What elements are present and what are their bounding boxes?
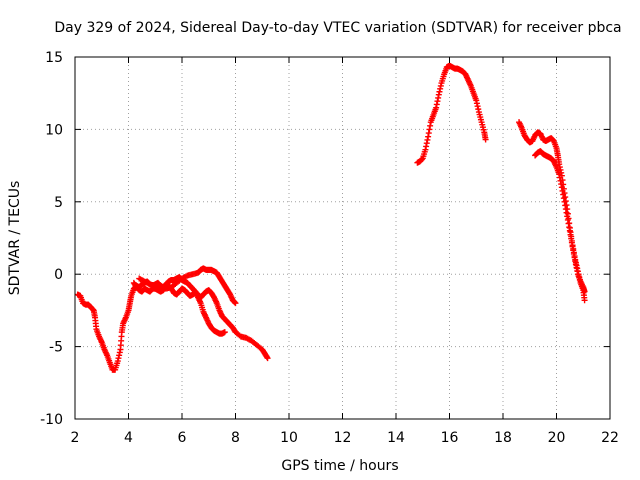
x-tick-label: 8 [231,430,240,446]
data-point [264,355,271,362]
data-points [74,62,588,373]
data-point [482,136,489,143]
x-tick-label: 6 [178,430,187,446]
series-segment-6 [532,148,588,295]
x-tick-label: 14 [387,430,405,446]
axis-ticks [74,56,611,420]
y-tick-label: 10 [45,122,63,138]
y-tick-label: -10 [40,412,63,428]
y-tick-labels: -10 -5 0 5 10 15 [40,50,63,428]
data-point [581,297,588,304]
series-segment-2 [130,279,271,362]
data-point [232,300,239,307]
y-tick-label: 0 [54,267,63,283]
x-tick-labels: 2 4 6 8 10 12 14 16 18 20 22 [71,430,619,446]
x-tick-label: 16 [441,430,459,446]
data-point [581,288,588,295]
y-tick-label: -5 [49,340,63,356]
data-point [221,329,228,336]
chart-title: Day 329 of 2024, Sidereal Day-to-day VTE… [54,20,621,36]
x-axis-label: GPS time / hours [281,458,398,474]
x-tick-label: 20 [548,430,566,446]
grid-lines [74,56,611,420]
x-tick-label: 18 [494,430,512,446]
series-segment-4 [414,62,489,166]
x-tick-label: 2 [71,430,80,446]
series-segment-3 [136,265,239,307]
x-tick-label: 12 [334,430,352,446]
y-tick-label: 5 [54,195,63,211]
y-axis-label: SDTVAR / TECUs [7,181,23,296]
x-tick-label: 4 [124,430,133,446]
x-tick-label: 22 [601,430,619,446]
y-tick-label: 15 [45,50,63,66]
x-tick-label: 10 [280,430,298,446]
